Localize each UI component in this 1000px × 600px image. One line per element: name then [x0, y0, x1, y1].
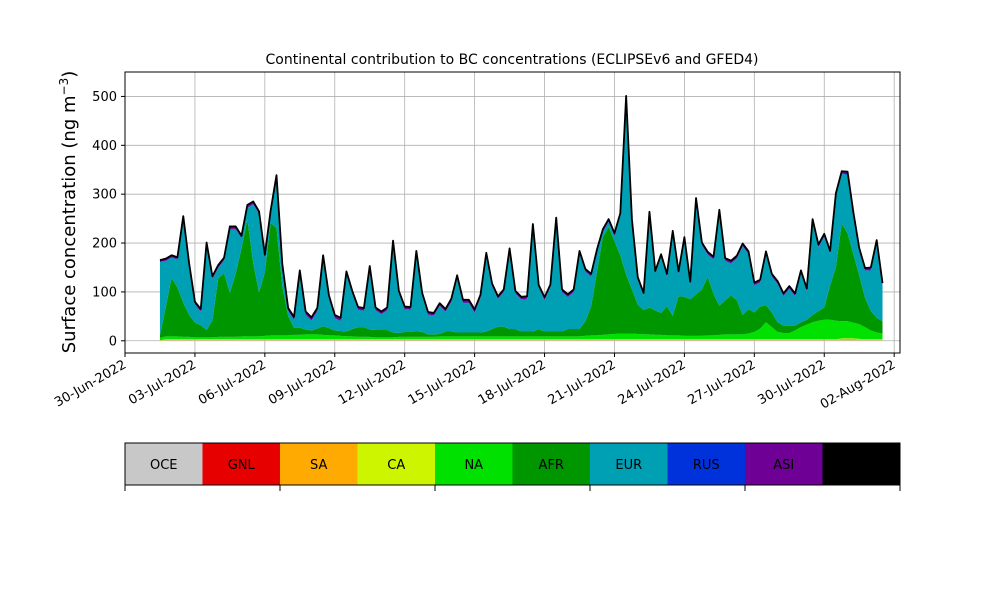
legend-label-oce: OCE [150, 458, 178, 473]
legend-swatch-rus [667, 443, 745, 485]
y-tick-label: 400 [92, 139, 117, 154]
legend-label-asi: ASI [773, 458, 794, 473]
y-axis: 0 100 200 300 400 500 [92, 90, 125, 349]
legend-swatch-eur [590, 443, 668, 485]
legend-label-afr: AFR [539, 458, 564, 473]
y-tick-label: 200 [92, 237, 117, 252]
stacked-areas [159, 95, 883, 341]
legend-swatch-aus [822, 443, 900, 485]
legend-label-sa: SA [310, 458, 327, 473]
area-eur [159, 98, 883, 336]
legend-swatch-na [435, 443, 513, 485]
legend-swatch-oce [125, 443, 203, 485]
legend-label-rus: RUS [693, 458, 720, 473]
legend-swatch-asi [745, 443, 823, 485]
total-line-layer [159, 95, 884, 319]
legend-label-gnl: GNL [228, 458, 256, 473]
legend-swatch-ca [357, 443, 435, 485]
legend-swatch-afr [512, 443, 590, 485]
legend-label-eur: EUR [615, 458, 642, 473]
colorbar-legend: OCE GNL SA CA NA AFR EUR RUS ASI AUS [124, 442, 901, 491]
y-tick-label: 100 [92, 285, 117, 300]
total-line [159, 95, 884, 319]
y-tick-label: 500 [92, 90, 117, 105]
area-afr [159, 219, 883, 338]
plot-frame [124, 71, 901, 354]
y-axis-label-main: Surface concentration (ng m [59, 95, 80, 353]
area-ca [159, 338, 883, 341]
legend-swatch-gnl [202, 443, 280, 485]
legend-frame [124, 442, 901, 486]
y-tick-label: 0 [109, 334, 117, 349]
chart-title: Continental contribution to BC concentra… [266, 52, 759, 68]
area-na [159, 319, 883, 341]
legend-swatch-sa [280, 443, 358, 485]
y-axis-label: Surface concentration (ng m−3) [57, 71, 80, 354]
y-tick-label: 300 [92, 188, 117, 203]
y-axis-label-exponent: −3 [57, 78, 71, 96]
legend-label-ca: CA [387, 458, 405, 473]
legend-label-na: NA [464, 458, 483, 473]
y-axis-label-close: ) [59, 71, 80, 78]
legend-label-aus: AUS [848, 458, 875, 473]
